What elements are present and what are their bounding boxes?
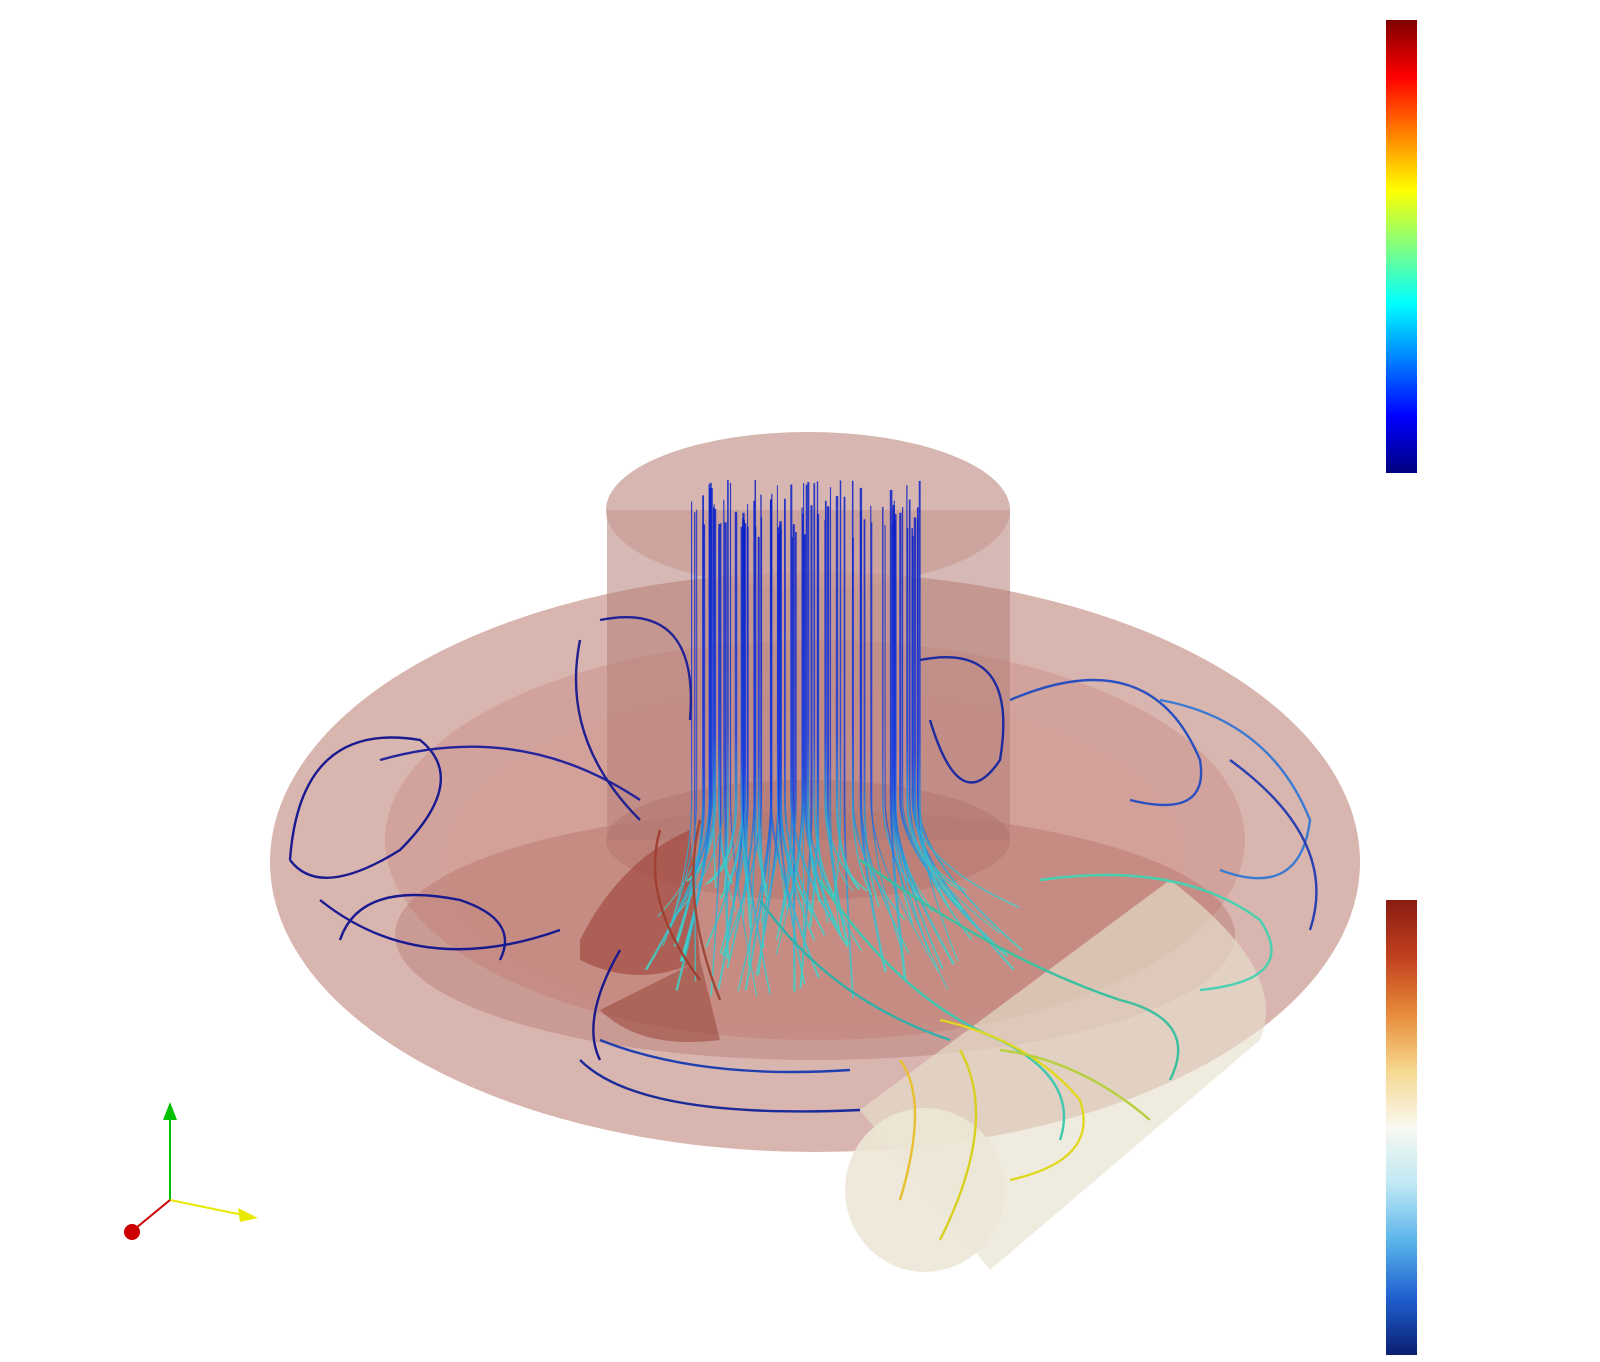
streamline [783,498,826,936]
streamline [917,519,959,962]
streamline [760,529,782,922]
streamline [742,517,771,994]
streamline [644,488,713,971]
streamline [918,480,950,908]
impeller-blades [580,830,720,1042]
inlet-streamlines [644,480,1023,999]
pressure-color-bar [1386,900,1417,1355]
streamline [906,485,961,891]
z-axis [135,1199,171,1229]
streamline [721,516,763,956]
streamline [824,519,854,892]
streamline [712,507,717,889]
z-axis-arrow-icon [124,1224,140,1240]
streamline [871,522,903,951]
streamline [755,527,780,976]
streamline [851,480,873,895]
streamline [884,525,949,990]
outlet-pipe [845,880,1266,1272]
orientation-axes [124,1102,258,1240]
y-axis-arrow-icon [163,1102,177,1120]
streamline [792,524,796,992]
streamline [710,523,722,996]
streamline [790,484,849,948]
streamline [906,528,967,891]
streamline [799,505,813,988]
streamline [860,511,910,954]
streamline [747,480,757,968]
streamline [911,527,1020,909]
x-axis-arrow-icon [238,1208,258,1222]
streamline [908,499,973,941]
streamline [757,536,768,898]
swirl-streamlines [288,615,1318,1241]
streamline [843,496,854,999]
streamline [718,523,734,884]
streamline [829,487,841,937]
streamline [672,499,725,920]
streamline [813,483,837,900]
streamline [775,531,797,940]
velocity-color-bar [1386,20,1417,473]
streamline [807,482,822,903]
streamline [824,500,868,892]
x-axis [169,1199,244,1216]
streamline [870,505,940,973]
streamline [723,480,729,891]
streamline [744,523,752,928]
streamline [892,523,914,925]
streamline [899,512,1009,958]
streamline [889,490,907,982]
streamline [676,495,705,945]
streamline [894,520,944,970]
streamline [835,496,860,891]
streamline [776,485,788,909]
streamline [680,498,712,961]
streamline [719,526,749,955]
